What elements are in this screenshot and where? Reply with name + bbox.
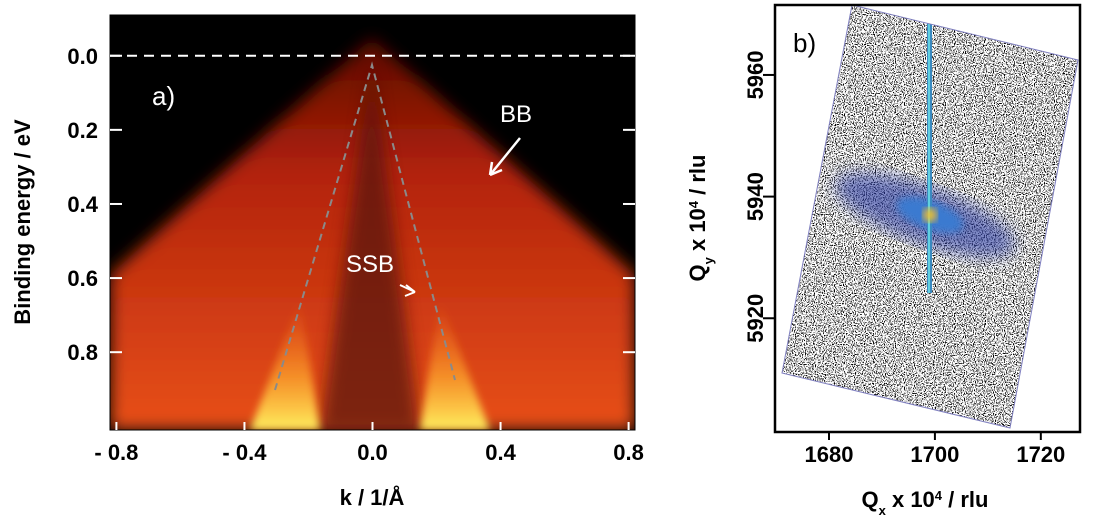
y-tick-label: 5940 xyxy=(743,172,768,221)
intensity-map xyxy=(110,15,635,430)
label-part: x 10 xyxy=(886,487,935,512)
label-part: Binding energy / eV xyxy=(10,119,35,325)
x-tick-label: - 0.8 xyxy=(94,440,138,465)
arrow xyxy=(399,284,416,297)
annotation: BB xyxy=(500,101,532,128)
label-part: k / 1/Å xyxy=(340,484,405,510)
annotation: SSB xyxy=(346,251,394,278)
arrow xyxy=(488,137,521,177)
x-tick-label: 1680 xyxy=(805,442,854,467)
y-tick-label: 0.8 xyxy=(67,340,98,365)
y-tick-label: 5920 xyxy=(743,294,768,343)
panel-label: a) xyxy=(152,81,175,111)
plot-frame xyxy=(773,3,1082,434)
y-tick-label: 0.4 xyxy=(67,192,98,217)
y-label: Binding energy / eV xyxy=(10,119,35,325)
panel-label: b) xyxy=(793,28,816,58)
x-label: k / 1/Å xyxy=(340,484,405,510)
x-tick-label: 0.0 xyxy=(357,440,388,465)
y-tick-label: 0.0 xyxy=(67,44,98,69)
x-tick-label: 1700 xyxy=(910,442,959,467)
guide-line xyxy=(274,61,456,391)
label-part: Q xyxy=(685,264,710,281)
scan-boundary xyxy=(781,4,1079,429)
y-label: Qy x 104 / rlu xyxy=(685,155,716,282)
y-tick-label: 5960 xyxy=(743,50,768,99)
x-tick-label: 1720 xyxy=(1016,442,1065,467)
label-part: x 10 xyxy=(685,208,710,257)
label-part: 4 xyxy=(686,200,701,208)
reciprocal-space-map xyxy=(782,5,1078,428)
y-tick-label: 0.6 xyxy=(67,266,98,291)
x-label: Qx x 104 / rlu xyxy=(862,487,989,518)
x-tick-label: 0.4 xyxy=(485,440,516,465)
label-part: y xyxy=(701,256,716,264)
x-tick-label: - 0.4 xyxy=(222,440,267,465)
label-part: 4 xyxy=(935,488,943,503)
y-tick-label: 0.2 xyxy=(67,118,98,143)
label-part: x xyxy=(879,503,887,518)
label-part: / rlu xyxy=(942,487,988,512)
x-tick-label: 0.8 xyxy=(613,440,644,465)
label-part: / rlu xyxy=(685,155,710,201)
label-part: Q xyxy=(862,487,879,512)
